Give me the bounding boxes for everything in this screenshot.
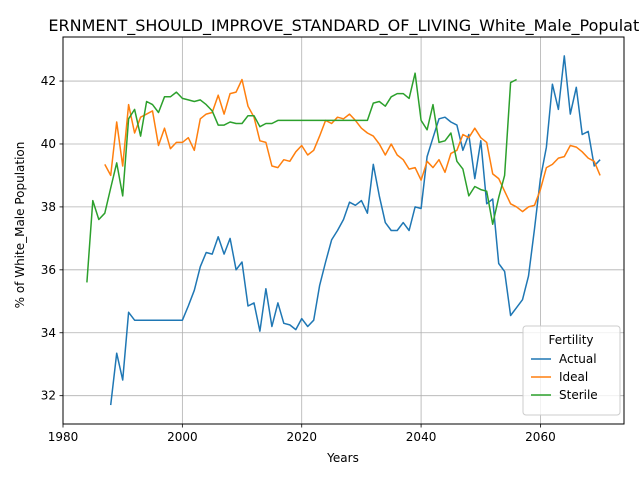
legend-label-ideal: Ideal [559,370,588,384]
y-tick-label: 36 [41,263,56,277]
legend-label-sterile: Sterile [559,388,598,402]
series-line-actual [109,55,601,406]
legend-title: Fertility [548,333,593,347]
series-line-sterile [86,72,517,283]
x-axis-ticks: 1980 2000 2020 2040 2060 [48,424,556,444]
x-tick-label: 2040 [406,430,437,444]
legend-entries: Actual Ideal Sterile [531,352,598,402]
series-lines [86,55,601,406]
legend-label-actual: Actual [559,352,597,366]
legend: Fertility Actual Ideal Sterile [522,325,621,416]
x-tick-label: 1980 [48,430,79,444]
y-tick-label: 34 [41,326,56,340]
y-axis-label: % of White_Male Population [13,142,27,309]
plot-frame [62,36,625,425]
series-line-ideal [104,78,601,213]
legend-box [522,325,621,416]
chart-title: ERNMENT_SHOULD_IMPROVE_STANDARD_OF_LIVIN… [48,16,640,36]
x-tick-label: 2020 [286,430,317,444]
y-axis-ticks: 32 34 36 38 40 42 [41,74,63,403]
y-tick-label: 42 [41,74,56,88]
y-tick-label: 38 [41,200,56,214]
x-tick-label: 2060 [525,430,556,444]
x-axis-label: Years [326,451,359,465]
y-tick-label: 40 [41,137,56,151]
x-tick-label: 2000 [167,430,198,444]
grid-lines [62,37,624,424]
y-tick-label: 32 [41,389,56,403]
